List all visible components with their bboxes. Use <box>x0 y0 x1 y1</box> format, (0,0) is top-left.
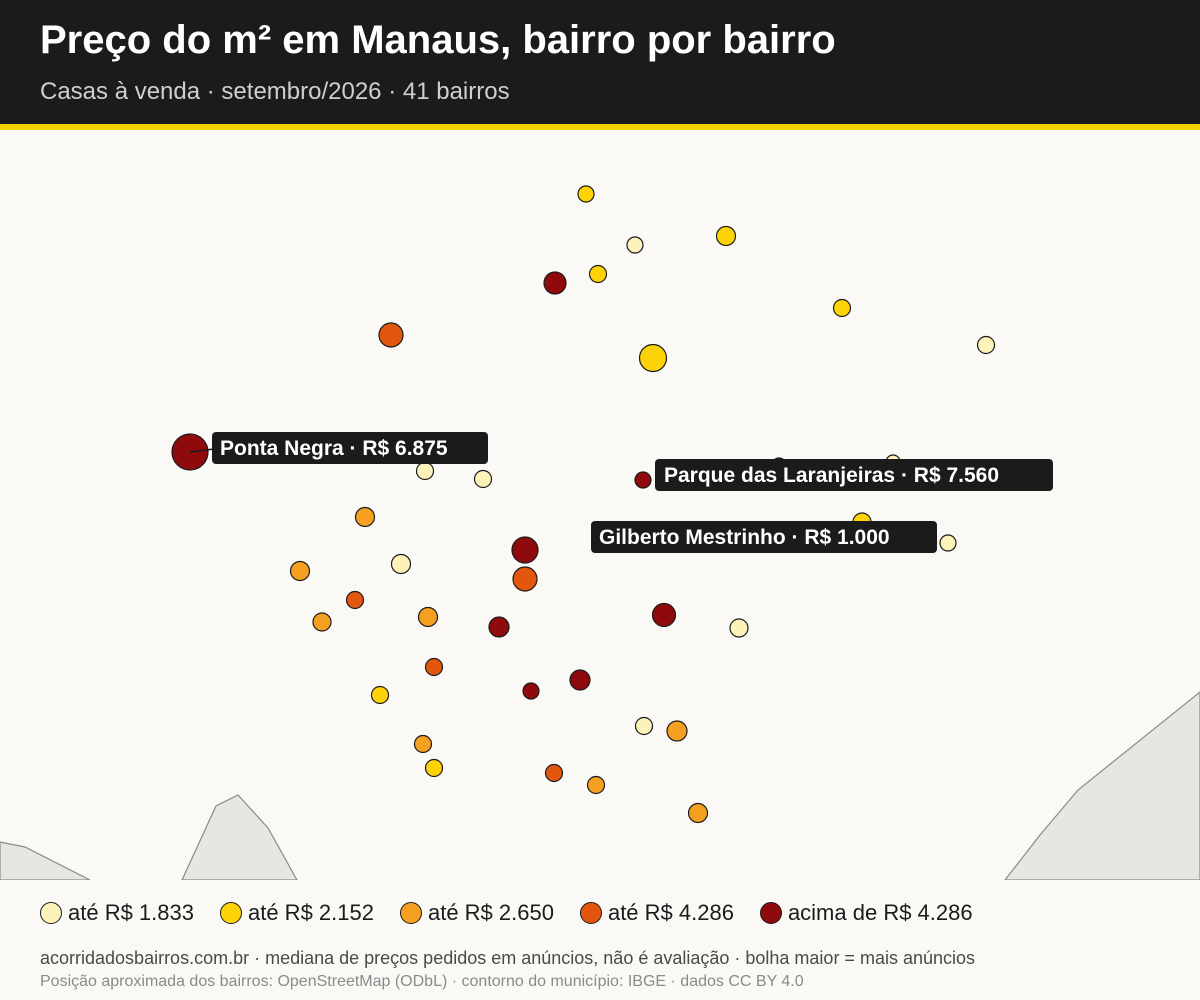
legend-item-tier2: até R$ 2.152 <box>219 900 374 926</box>
bubble[interactable] <box>488 616 510 638</box>
footer-note: acorridadosbairros.com.br · mediana de p… <box>40 948 976 968</box>
bubble[interactable] <box>638 343 668 373</box>
bubble[interactable] <box>289 560 311 582</box>
bubble[interactable] <box>715 225 737 247</box>
land-shape-center <box>181 794 298 880</box>
callout-label: Ponta Negra · R$ 6.875 <box>220 437 448 460</box>
legend-item-tier4: até R$ 4.286 <box>579 900 734 926</box>
legend-swatch <box>399 902 422 924</box>
header-bar: Preço do m² em Manaus, bairro por bairro… <box>0 0 1200 124</box>
land-shape-right <box>1004 691 1200 880</box>
page-subtitle: Casas à venda · setembro/2026 · 41 bairr… <box>40 78 510 105</box>
bubble[interactable] <box>390 553 412 575</box>
bubble[interactable] <box>832 298 852 318</box>
footer-credits: Posição aproximada dos bairros: OpenStre… <box>40 973 804 990</box>
bubble[interactable] <box>586 775 606 795</box>
bubble[interactable] <box>378 322 404 348</box>
bubble[interactable] <box>634 716 654 736</box>
bubble[interactable] <box>370 685 390 705</box>
bubble[interactable] <box>626 236 644 254</box>
bubble[interactable] <box>687 802 709 824</box>
legend-swatch <box>219 902 242 924</box>
bubble[interactable] <box>354 506 376 528</box>
legend-label: até R$ 2.152 <box>247 900 374 925</box>
callout-parque-das-laranjeiras: Parque das Laranjeiras · R$ 7.560 <box>655 459 1053 491</box>
land-shape-left <box>0 841 91 880</box>
bubbles <box>171 185 996 824</box>
bubble[interactable] <box>588 264 608 284</box>
bubble[interactable] <box>473 469 493 489</box>
legend-label: até R$ 4.286 <box>607 900 734 925</box>
bubble[interactable] <box>569 669 591 691</box>
bubble[interactable] <box>345 590 365 610</box>
bubble[interactable] <box>729 618 749 638</box>
bubble[interactable] <box>424 657 444 677</box>
land-shapes <box>0 691 1200 880</box>
bubble[interactable] <box>939 534 957 552</box>
bubble[interactable] <box>522 682 540 700</box>
legend-item-tier5: acima de R$ 4.286 <box>759 900 973 926</box>
legend-swatch <box>40 902 62 924</box>
page-title: Preço do m² em Manaus, bairro por bairro <box>40 18 836 62</box>
legend-item-tier1: até R$ 1.833 <box>40 900 194 926</box>
header-accent-stripe <box>0 124 1200 130</box>
legend-label: até R$ 1.833 <box>68 900 194 925</box>
callout-gilberto-mestrinho: Gilberto Mestrinho · R$ 1.000 <box>591 521 937 553</box>
bubble[interactable] <box>417 606 439 628</box>
bubble[interactable] <box>543 271 567 295</box>
bubble[interactable] <box>413 734 433 754</box>
bubble[interactable] <box>651 602 677 628</box>
bubble[interactable] <box>511 536 539 564</box>
legend-label: acima de R$ 4.286 <box>787 900 973 925</box>
bubble[interactable] <box>544 763 564 783</box>
bubble[interactable] <box>976 335 996 355</box>
legend-swatch <box>759 902 782 924</box>
bubble[interactable] <box>666 720 688 742</box>
legend-item-tier3: até R$ 2.650 <box>399 900 554 926</box>
callout-label: Gilberto Mestrinho · R$ 1.000 <box>599 526 890 549</box>
callout-label: Parque das Laranjeiras · R$ 7.560 <box>664 464 999 487</box>
bubble[interactable] <box>312 612 332 632</box>
bubble-map: Ponta Negra · R$ 6.875 Parque das Laranj… <box>0 185 1200 880</box>
bubble[interactable] <box>424 758 444 778</box>
legend: até R$ 1.833 até R$ 2.152 até R$ 2.650 a… <box>40 896 999 930</box>
legend-swatch <box>579 902 602 924</box>
bubble[interactable] <box>512 566 538 592</box>
callout-ponta-negra: Ponta Negra · R$ 6.875 <box>189 432 488 464</box>
bubble[interactable] <box>415 461 435 481</box>
bubble[interactable] <box>577 185 595 203</box>
bubble[interactable] <box>634 471 652 489</box>
legend-label: até R$ 2.650 <box>427 900 554 925</box>
